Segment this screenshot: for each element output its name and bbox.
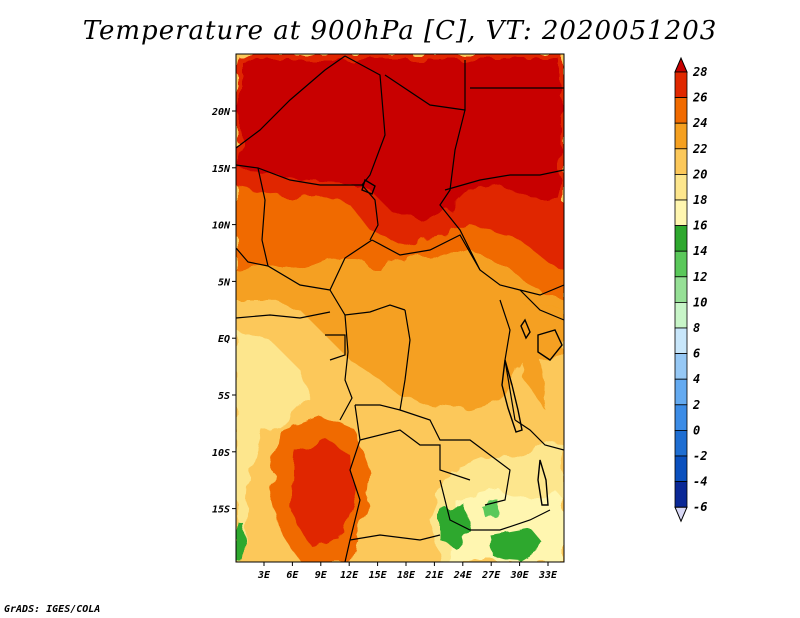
country-boundaries [236, 55, 564, 562]
lon-tick-label: 33E [538, 570, 558, 581]
colorbar-label: -4 [693, 475, 707, 489]
colorbar-label: -6 [693, 500, 707, 514]
lon-tick-label: 3E [257, 570, 271, 581]
colorbar-label: 0 [693, 423, 700, 437]
colorbar-box [674, 429, 688, 457]
colorbar-label: 28 [692, 65, 707, 79]
colorbar-box [674, 327, 688, 355]
colorbar-box [674, 225, 688, 252]
colorbar-box [674, 250, 688, 278]
lat-tick-label: 10S [212, 448, 230, 459]
lon-tick-label: 12E [340, 570, 359, 581]
colorbar-label: 18 [693, 193, 707, 207]
lon-tick-label: 9E [315, 570, 328, 581]
colorbar-label: 16 [693, 219, 707, 233]
field-14-16-zambia-2 [490, 528, 545, 560]
longitude-axis: 3E 6E 9E 12E 15E 18E 21E 24E 27E 30E 33E [257, 562, 558, 581]
colorbar-label: 8 [693, 321, 700, 335]
colorbar-label: 6 [693, 347, 700, 361]
colorbar-box [674, 148, 688, 175]
field-14-16-zambia-1 [440, 505, 470, 548]
lon-tick-label: 15E [369, 570, 388, 581]
colorbar-label: 4 [693, 372, 700, 386]
lat-tick-label: 10N [212, 221, 231, 232]
lon-tick-label: 18E [397, 570, 416, 581]
colorbar-label: 26 [692, 91, 707, 105]
lon-tick-label: 30E [510, 570, 530, 581]
lon-tick-label: 27E [481, 570, 501, 581]
lon-tick-label: 24E [453, 570, 473, 581]
colorbar-label: 10 [693, 295, 707, 309]
colorbar-cap-bottom [674, 506, 688, 523]
lake-victoria [537, 329, 563, 361]
lakes [361, 178, 563, 506]
field-14-16-coast [236, 520, 244, 562]
lat-tick-label: 5S [218, 391, 230, 402]
colorbar-box [674, 173, 688, 201]
map-frame [235, 53, 565, 563]
lat-tick-label: EQ [218, 334, 230, 345]
colorbar-box [674, 276, 688, 303]
chart-title: Temperature at 900hPa [C], VT: 202005120… [82, 16, 718, 46]
colorbar-label: 20 [692, 167, 707, 181]
colorbar-box [674, 404, 688, 431]
colorbar-box [674, 301, 688, 329]
latitude-axis: 20N 15N 10N 5N EQ 5S 10S 15S [211, 107, 236, 516]
colorbar-box [674, 199, 688, 227]
lon-tick-label: 21E [424, 570, 444, 581]
lon-tick-label: 6E [286, 570, 299, 581]
colorbar-label: 14 [693, 244, 707, 258]
colorbar-box [674, 97, 688, 124]
colorbar-box [674, 122, 688, 150]
colorbar-label: 2 [692, 398, 700, 412]
colorbar-label: 12 [693, 270, 707, 284]
lake-chad [361, 178, 376, 195]
grads-credit: GrADS: IGES/COLA [4, 604, 101, 615]
lat-tick-label: 20N [211, 107, 231, 118]
lat-tick-label: 5N [218, 277, 231, 288]
field-26-28-angola [290, 438, 355, 545]
field-20-22-east [540, 355, 564, 430]
colorbar-box [674, 353, 688, 380]
colorbar-box [674, 71, 688, 99]
colorbar-label: 24 [692, 116, 707, 130]
lat-tick-label: 15N [212, 164, 231, 175]
colorbar-cap-top [674, 56, 688, 73]
field-18-20-coast [236, 330, 310, 562]
lake-albert [520, 318, 531, 340]
lat-tick-label: 15S [212, 505, 230, 516]
lake-tanganyika [501, 359, 523, 433]
field-22-24-mid [236, 250, 564, 410]
colorbar-label: -2 [693, 449, 707, 463]
colorbar-box [674, 378, 688, 406]
lake-malawi [537, 459, 549, 506]
colorbar-box [674, 455, 688, 483]
colorbar-label: 22 [692, 142, 707, 156]
colorbar-box [674, 481, 688, 508]
